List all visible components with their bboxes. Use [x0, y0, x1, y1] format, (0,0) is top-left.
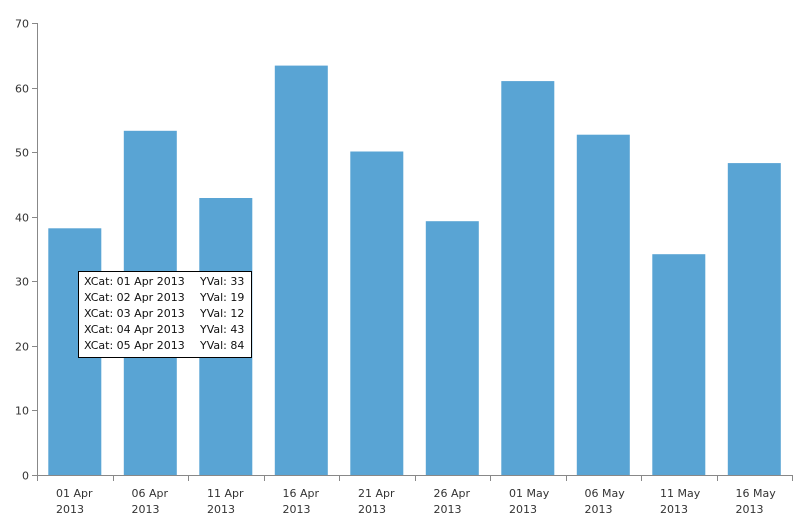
- tooltip-row: XCat: 02 Apr 2013 YVal: 19: [79, 290, 251, 306]
- x-axis: 01 Apr 2013 06 Apr 2013 11 Apr 2013 16 Apr 2013…: [37, 475, 793, 516]
- x-tick-label: 2013: [660, 503, 688, 516]
- bars-group: [48, 65, 781, 476]
- tooltip-yval: YVal: 43: [200, 323, 245, 336]
- bar[interactable]: [274, 65, 328, 475]
- bar[interactable]: [425, 221, 479, 475]
- bar[interactable]: [501, 81, 555, 475]
- y-tick-label: 40: [15, 212, 29, 225]
- x-tick-label: 11 Apr: [207, 487, 244, 500]
- x-tick-label: 2013: [585, 503, 613, 516]
- x-tick-label: 16 May: [736, 487, 777, 500]
- tooltip-row: XCat: 04 Apr 2013 YVal: 43: [79, 322, 251, 338]
- x-tick-label: 2013: [509, 503, 537, 516]
- bar[interactable]: [652, 254, 706, 475]
- y-tick-label: 50: [15, 147, 29, 160]
- x-tick-label: 2013: [132, 503, 160, 516]
- tooltip-xcat: XCat: 05 Apr 2013: [84, 339, 185, 352]
- tooltip-yval: YVal: 19: [200, 291, 245, 304]
- x-tick-label: 11 May: [660, 487, 701, 500]
- tooltip-xcat: XCat: 04 Apr 2013: [84, 323, 185, 336]
- tooltip-row: XCat: 05 Apr 2013 YVal: 84: [79, 338, 251, 354]
- x-tick-label: 21 Apr: [358, 487, 395, 500]
- x-tick-label: 06 May: [585, 487, 626, 500]
- y-tick-label: 20: [15, 341, 29, 354]
- x-tick-label: 26 Apr: [434, 487, 471, 500]
- data-tooltip: XCat: 01 Apr 2013 YVal: 33 XCat: 02 Apr …: [78, 271, 252, 358]
- tooltip-row: XCat: 01 Apr 2013 YVal: 33: [79, 274, 251, 290]
- tooltip-row: XCat: 03 Apr 2013 YVal: 12: [79, 306, 251, 322]
- x-tick-label: 01 May: [509, 487, 550, 500]
- bar[interactable]: [350, 151, 404, 476]
- x-tick-label: 2013: [56, 503, 84, 516]
- x-tick-label: 06 Apr: [132, 487, 169, 500]
- tooltip-yval: YVal: 33: [200, 275, 245, 288]
- y-tick-label: 10: [15, 405, 29, 418]
- bar[interactable]: [576, 134, 630, 475]
- x-tick-label: 2013: [207, 503, 235, 516]
- x-tick-label: 2013: [736, 503, 764, 516]
- y-tick-label: 70: [15, 18, 29, 31]
- bar[interactable]: [727, 163, 781, 475]
- y-tick-label: 0: [22, 470, 29, 483]
- x-tick-label: 2013: [434, 503, 462, 516]
- x-tick-label: 2013: [358, 503, 386, 516]
- tooltip-xcat: XCat: 02 Apr 2013: [84, 291, 185, 304]
- tooltip-yval: YVal: 84: [200, 339, 245, 352]
- tooltip-xcat: XCat: 03 Apr 2013: [84, 307, 185, 320]
- x-tick-label: 16 Apr: [283, 487, 320, 500]
- tooltip-xcat: XCat: 01 Apr 2013: [84, 275, 185, 288]
- y-axis: 0 10 20 30 40 50 60 70: [15, 18, 38, 483]
- y-tick-label: 60: [15, 83, 29, 96]
- y-tick-label: 30: [15, 276, 29, 289]
- x-tick-label: 01 Apr: [56, 487, 93, 500]
- tooltip-yval: YVal: 12: [200, 307, 245, 320]
- x-tick-label: 2013: [283, 503, 311, 516]
